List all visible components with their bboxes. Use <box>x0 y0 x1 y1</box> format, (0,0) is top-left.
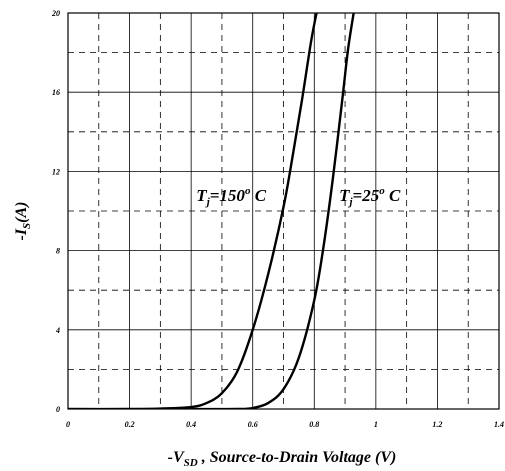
annotation-sub: j <box>205 196 211 208</box>
annotation-rest: =150 <box>210 186 246 205</box>
x-axis-label-main: -V <box>168 449 185 466</box>
y-tick-label: 8 <box>56 247 60 256</box>
y-axis-label-rest: (A) <box>13 201 30 222</box>
x-tick-label: 0.4 <box>186 420 196 429</box>
x-tick-label: 0 <box>66 420 70 429</box>
x-axis-label-sub: SD <box>184 457 198 469</box>
x-tick-label: 0.8 <box>309 420 319 429</box>
y-axis-label-main: -I <box>13 228 30 240</box>
x-tick-label: 1 <box>374 420 378 429</box>
x-axis-label-rest: , Source-to-Drain Voltage (V) <box>198 449 397 466</box>
annotation-rest: =25 <box>353 186 380 205</box>
series-annotation-0: Tj=150o C <box>196 185 266 208</box>
annotation-sub: j <box>347 196 353 208</box>
y-tick-labels: 0 4 8 12 16 20 <box>51 9 60 414</box>
annotations: Tj=150o C Tj=25o C <box>196 185 401 208</box>
annotation-unit: C <box>385 186 401 205</box>
annotation-sup: o <box>379 185 385 197</box>
y-tick-label: 12 <box>52 167 60 176</box>
annotation-sup: o <box>245 185 251 197</box>
y-axis-label: -IS(A) <box>13 201 33 240</box>
x-tick-label: 1.4 <box>494 420 504 429</box>
plot-frame <box>67 12 500 410</box>
x-tick-label: 1.2 <box>432 420 442 429</box>
series-line-1 <box>191 13 355 409</box>
x-tick-label: 0.6 <box>248 420 258 429</box>
y-tick-label: 4 <box>55 326 60 335</box>
series-line-0 <box>68 13 318 409</box>
annotation-unit: C <box>250 186 266 205</box>
y-tick-label: 0 <box>56 405 60 414</box>
x-tick-label: 0.2 <box>125 420 135 429</box>
y-axis-label-sub: S <box>21 223 33 229</box>
series-annotation-1: Tj=25o C <box>339 185 401 208</box>
y-tick-label: 16 <box>52 88 60 97</box>
x-tick-labels: 0 0.2 0.4 0.6 0.8 1 1.2 1.4 <box>66 420 504 429</box>
x-axis-label: -VSD , Source-to-Drain Voltage (V) <box>168 449 397 469</box>
annotation-main: T <box>339 186 350 205</box>
annotation-main: T <box>196 186 207 205</box>
curves <box>68 13 355 409</box>
y-tick-label: 20 <box>51 9 60 18</box>
